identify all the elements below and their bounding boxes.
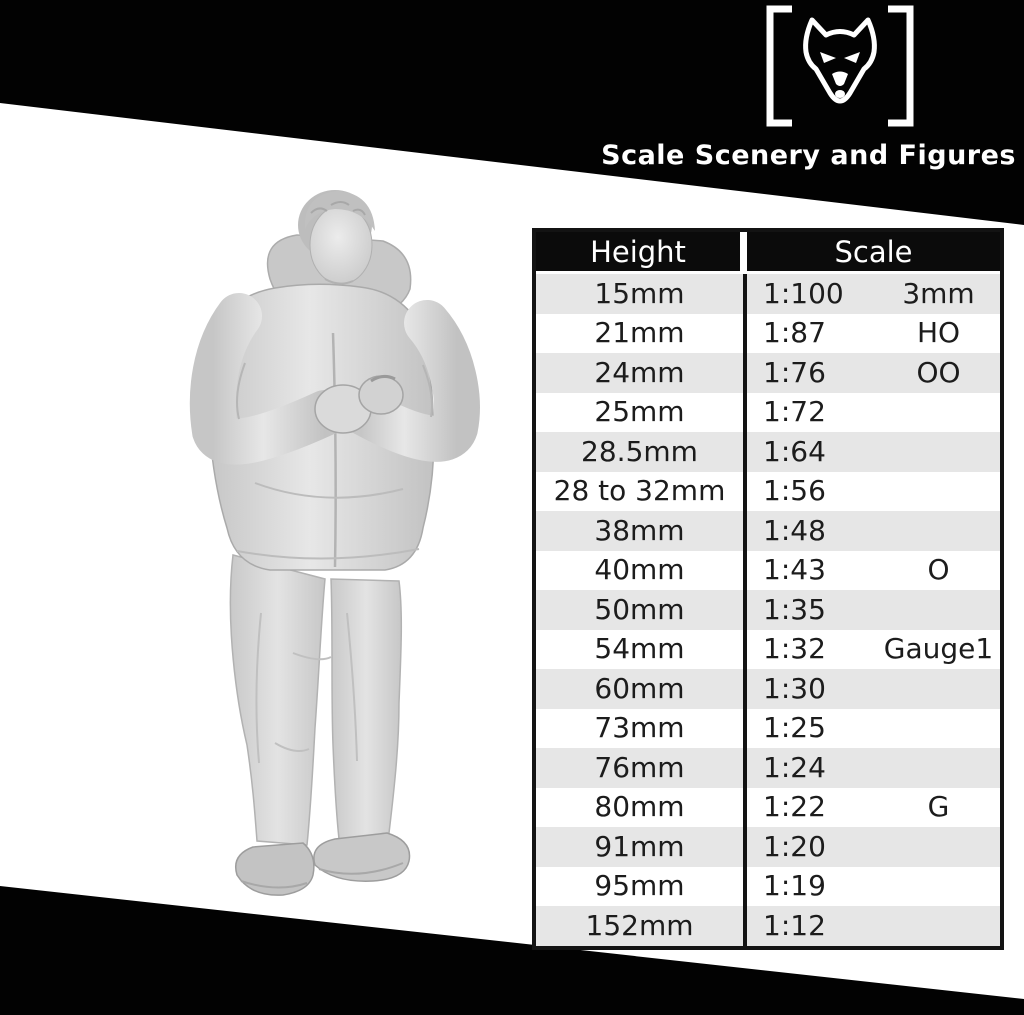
gauge-cell: 3mm (902, 276, 975, 310)
table-row: 25mm 1:72 (536, 392, 1000, 433)
table-row: 24mm 1:76 OO (536, 353, 1000, 393)
gauge-cell: OO (916, 355, 961, 389)
height-cell: 60mm (536, 669, 747, 709)
wolf-logo-icon (766, 5, 914, 127)
height-cell: 28 to 32mm (536, 471, 747, 511)
scanned-figure-image (189, 190, 480, 896)
scale-cell: 1:30 (747, 669, 1000, 709)
table-row: 60mm 1:30 (536, 669, 1000, 709)
height-cell: 15mm (536, 274, 747, 314)
scale-ratio-cell: 1:35 (763, 592, 826, 626)
table-row: 91mm 1:20 (536, 827, 1000, 867)
scale-ratio-cell: 1:76 (763, 355, 826, 389)
table-row: 38mm 1:48 (536, 511, 1000, 551)
figure-arms (189, 293, 480, 465)
brand-logo (762, 4, 918, 130)
scale-ratio-cell: 1:30 (763, 671, 826, 705)
table-row: 28.5mm 1:64 (536, 432, 1000, 472)
left-bracket (766, 5, 792, 127)
scale-cell: 1:76 OO (747, 353, 1000, 393)
height-cell: 28.5mm (536, 432, 747, 472)
scale-cell: 1:43 O (747, 551, 1000, 591)
scale-cell: 1:56 (747, 472, 1000, 512)
scale-ratio-cell: 1:64 (763, 434, 826, 468)
table-row: 15mm 1:100 3mm (536, 274, 1000, 314)
height-cell: 95mm (536, 866, 747, 906)
scale-ratio-cell: 1:24 (763, 750, 826, 784)
column-header-height: Height (536, 232, 747, 274)
scale-ratio-cell: 1:22 (763, 790, 826, 824)
brand-name: Scale Scenery and Figures (601, 140, 1016, 171)
column-header-scale: Scale (747, 232, 1000, 274)
height-cell: 80mm (536, 787, 747, 827)
gauge-cell: G (927, 790, 950, 824)
scale-table-header: Height Scale (536, 232, 1000, 274)
table-row: 54mm 1:32 Gauge1 (536, 629, 1000, 670)
scale-cell: 1:24 (747, 748, 1000, 788)
table-row: 95mm 1:19 (536, 866, 1000, 907)
scale-ratio-cell: 1:19 (763, 869, 826, 903)
height-cell: 50mm (536, 590, 747, 630)
height-cell: 25mm (536, 392, 747, 432)
figure-hands (314, 374, 404, 434)
scale-ratio-cell: 1:32 (763, 632, 826, 666)
scale-table: Height Scale 15mm 1:100 3mm 21mm 1:87 HO… (532, 228, 1004, 950)
scale-ratio-cell: 1:87 (763, 316, 826, 350)
right-bracket (888, 5, 914, 127)
scale-cell: 1:22 G (747, 788, 1000, 828)
wolf-head-icon (803, 17, 877, 104)
scale-cell: 1:72 (747, 393, 1000, 433)
scale-ratio-cell: 1:43 (763, 553, 826, 587)
height-cell: 76mm (536, 748, 747, 788)
scale-ratio-cell: 1:20 (763, 829, 826, 863)
wristwatch (370, 374, 396, 383)
scale-cell: 1:25 (747, 709, 1000, 749)
scale-cell: 1:32 Gauge1 (747, 630, 1000, 670)
height-cell: 21mm (536, 313, 747, 353)
height-cell: 73mm (536, 708, 747, 748)
scale-cell: 1:12 (747, 906, 1000, 946)
scale-cell: 1:19 (747, 867, 1000, 907)
figure-shoes (235, 832, 411, 896)
table-row: 152mm 1:12 (536, 906, 1000, 946)
figure-head (298, 190, 375, 285)
height-cell: 40mm (536, 550, 747, 590)
table-row: 40mm 1:43 O (536, 550, 1000, 591)
scale-cell: 1:100 3mm (747, 274, 1000, 314)
table-row: 80mm 1:22 G (536, 787, 1000, 828)
scale-ratio-cell: 1:25 (763, 711, 826, 745)
table-row: 76mm 1:24 (536, 748, 1000, 788)
gauge-cell: Gauge1 (883, 632, 994, 666)
scale-ratio-cell: 1:56 (763, 474, 826, 508)
scale-ratio-cell: 1:72 (763, 395, 826, 429)
scale-table-body: 15mm 1:100 3mm 21mm 1:87 HO 24mm 1:76 OO… (536, 274, 1000, 946)
height-cell: 91mm (536, 827, 747, 867)
scale-cell: 1:87 HO (747, 314, 1000, 354)
gauge-cell: HO (916, 316, 961, 350)
table-row: 28 to 32mm 1:56 (536, 471, 1000, 512)
scale-cell: 1:35 (747, 590, 1000, 630)
scale-ratio-cell: 1:100 (763, 276, 844, 310)
scale-cell: 1:48 (747, 511, 1000, 551)
height-cell: 24mm (536, 353, 747, 393)
figure-legs (229, 554, 403, 846)
height-cell: 152mm (536, 906, 747, 946)
scale-ratio-cell: 1:48 (763, 513, 826, 547)
table-row: 73mm 1:25 (536, 708, 1000, 749)
table-row: 21mm 1:87 HO (536, 313, 1000, 354)
table-row: 50mm 1:35 (536, 590, 1000, 630)
height-cell: 38mm (536, 511, 747, 551)
scale-cell: 1:64 (747, 432, 1000, 472)
scale-cell: 1:20 (747, 827, 1000, 867)
scale-ratio-cell: 1:12 (763, 908, 826, 942)
height-cell: 54mm (536, 629, 747, 669)
bottom-band (0, 886, 1024, 1015)
gauge-cell: O (927, 553, 950, 587)
